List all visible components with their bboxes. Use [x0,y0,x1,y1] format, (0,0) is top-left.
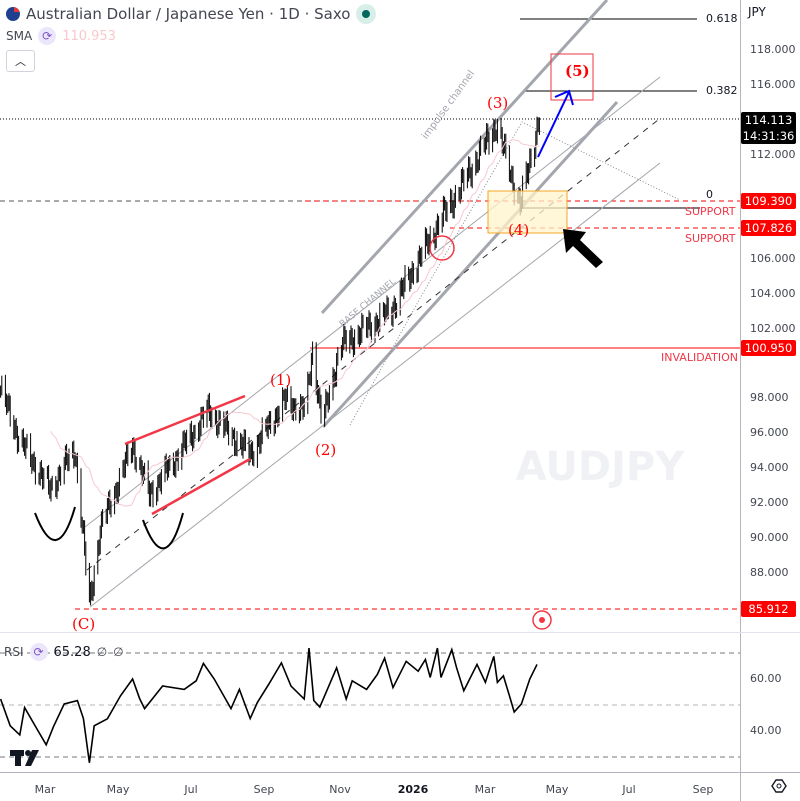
rsi-levels [0,652,740,758]
rsi-value: 65.28 [53,644,91,660]
australia-flag-icon [6,7,20,21]
arc-right-shoulder[interactable] [142,512,184,550]
countdown: 14:31:36 [742,129,795,143]
price-tag: 114.113 14:31:36 [741,112,796,144]
wave-3-label[interactable]: (3) [487,94,509,112]
time-tick: 2026 [397,783,429,796]
tradingview-logo[interactable] [10,750,39,766]
price-tag: 85.912 [741,601,796,617]
wave-2-label[interactable]: (2) [315,441,337,459]
price-tick: 116.000 [750,78,796,91]
price-tag: 107.826 [741,220,796,236]
wave-c-label[interactable]: (C) [72,615,96,633]
rsi-tick: 40.00 [750,724,782,737]
price-tick: 118.000 [750,43,796,56]
impulse-channel-upper[interactable] [320,0,609,315]
price-tag-value: 107.826 [744,221,793,235]
wave-4-label[interactable]: (4) [508,221,530,239]
price-tag: 109.390 [741,193,796,209]
invalidation-label: INVALIDATION [661,351,738,364]
price-tag: 100.950 [741,340,796,356]
price-tick: 106.000 [750,252,796,265]
settings-gear-icon[interactable] [771,779,787,793]
impulse-channel-lower[interactable] [321,100,619,429]
symbol-title[interactable]: Australian Dollar / Japanese Yen · 1D · … [26,5,351,23]
price-tick: 90.000 [750,531,789,544]
support-label-1: SUPPORT [685,205,736,218]
loading-cycle-icon: ⟳ [38,27,57,45]
trend-line-lower-red[interactable] [151,457,251,516]
rsi-line [0,647,538,763]
symbol-header[interactable]: Australian Dollar / Japanese Yen · 1D · … [6,4,377,24]
rsi-label: RSI [4,645,24,659]
blue-arrow[interactable] [537,89,574,158]
fib-618-label: 0.618 [706,12,738,25]
rsi-extra-2: ∅ [113,645,124,659]
dotted-projection[interactable] [349,121,681,426]
price-tick: 104.000 [750,287,796,300]
price-tick: 96.000 [750,426,789,439]
time-tick: Nov [329,783,351,796]
candles-group [0,116,540,606]
market-open-dot-icon [356,4,377,24]
time-tick: Mar [474,783,496,796]
black-arrow[interactable] [563,229,603,268]
wave-4-zone[interactable] [487,190,568,234]
highlight-circle[interactable] [429,235,455,261]
price-tag-value: 114.113 [744,113,793,127]
time-tick: May [545,783,569,796]
base-channel-upper[interactable] [84,76,661,528]
time-tick: May [106,783,130,796]
price-tick: 102.000 [750,322,796,335]
rsi-extra-1: ∅ [96,645,108,659]
sma-legend[interactable]: SMA ⟳ 110.953 [6,27,116,45]
trend-line-upper-red[interactable] [124,394,246,446]
rsi-legend[interactable]: RSI ⟳ 65.28 ∅ ∅ [4,643,124,661]
sma-line [50,139,540,507]
price-tick: 112.000 [750,148,796,161]
currency-label[interactable]: JPY [748,5,766,19]
support-label-2: SUPPORT [685,232,736,245]
sma-label: SMA [6,29,33,43]
price-tick: 94.000 [750,461,789,474]
arc-left-shoulder[interactable] [34,506,76,541]
price-tick: 92.000 [750,496,789,509]
base-channel-lower[interactable] [89,162,661,608]
rsi-tick: 60.00 [750,672,782,685]
wave-1-label[interactable]: (1) [270,371,292,389]
price-tag-value: 85.912 [748,602,789,616]
alert-target-icon[interactable] [532,610,552,630]
time-tick: Jul [622,783,636,796]
time-tick: Sep [253,783,275,796]
price-tick: 98.000 [750,391,789,404]
price-tick: 88.000 [750,566,789,579]
collapse-legend-button[interactable]: ︿ [6,50,35,72]
price-tag-value: 109.390 [744,194,793,208]
sma-value: 110.953 [62,28,116,44]
time-tick: Sep [692,783,714,796]
wave-5-label[interactable]: (5) [565,62,590,80]
time-tick: Jul [184,783,198,796]
loading-cycle-icon: ⟳ [29,643,48,661]
time-tick: Mar [34,783,56,796]
fib-0-label: 0 [706,188,713,201]
symbol-watermark: AUDJPY [516,444,686,490]
price-tag-value: 100.950 [744,341,793,355]
chevron-up-icon: ︿ [15,55,26,68]
fib-382-label: 0.382 [706,84,738,97]
